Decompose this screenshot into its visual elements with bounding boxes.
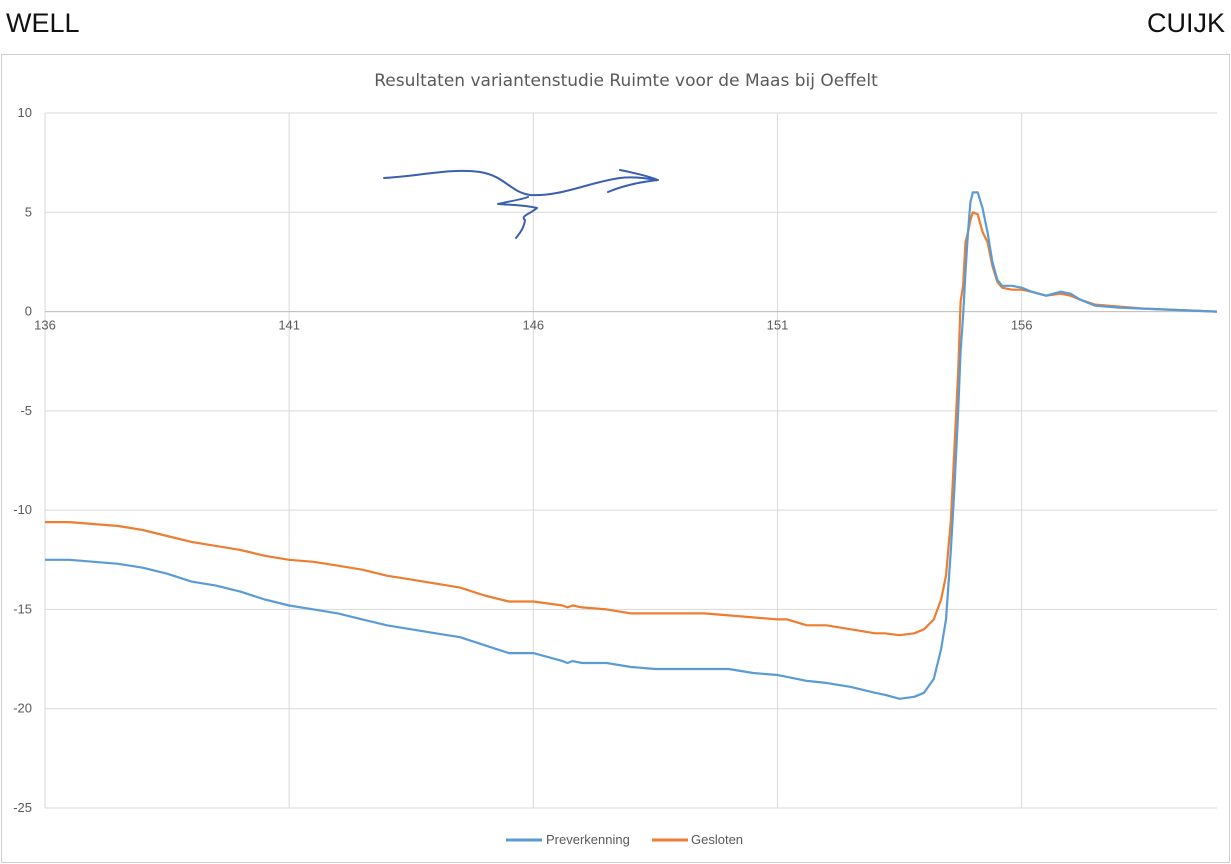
y-tick-label: 0 xyxy=(25,304,32,319)
y-tick-label: -20 xyxy=(13,701,32,716)
hand-drawn-flow-arrow xyxy=(383,169,659,239)
series-line-preverkenning xyxy=(45,191,1218,700)
y-tick-label: 5 xyxy=(25,204,32,219)
x-tick-label: 151 xyxy=(767,318,789,333)
legend-label-gesloten: Gesloten xyxy=(691,832,743,847)
legend-label-preverkenning: Preverkenning xyxy=(546,832,630,847)
right-corner-label: CUIJK xyxy=(1146,8,1225,38)
x-tick-label: 136 xyxy=(34,318,56,333)
y-tick-label: -5 xyxy=(20,403,32,418)
legend: Preverkenning Gesloten xyxy=(506,832,743,847)
tick-layer: 10 5 0 -5 -10 -15 -20 -25 136 141 146 151 156 xyxy=(13,105,1032,815)
y-tick-label: 10 xyxy=(18,105,32,120)
grid-layer xyxy=(44,112,1217,809)
chart-frame xyxy=(1,54,1230,863)
y-tick-label: -25 xyxy=(13,800,32,815)
left-corner-label: WELL xyxy=(6,8,80,38)
x-tick-label: 146 xyxy=(522,318,544,333)
y-tick-label: -10 xyxy=(13,502,32,517)
arrow-annotation xyxy=(383,169,659,239)
series-layer xyxy=(45,191,1218,700)
y-tick-label: -15 xyxy=(13,601,32,616)
series-line-gesloten xyxy=(45,211,1218,637)
x-tick-label: 141 xyxy=(278,318,300,333)
x-tick-label: 156 xyxy=(1011,318,1033,333)
chart-title: Resultaten variantenstudie Ruimte voor d… xyxy=(374,71,878,91)
